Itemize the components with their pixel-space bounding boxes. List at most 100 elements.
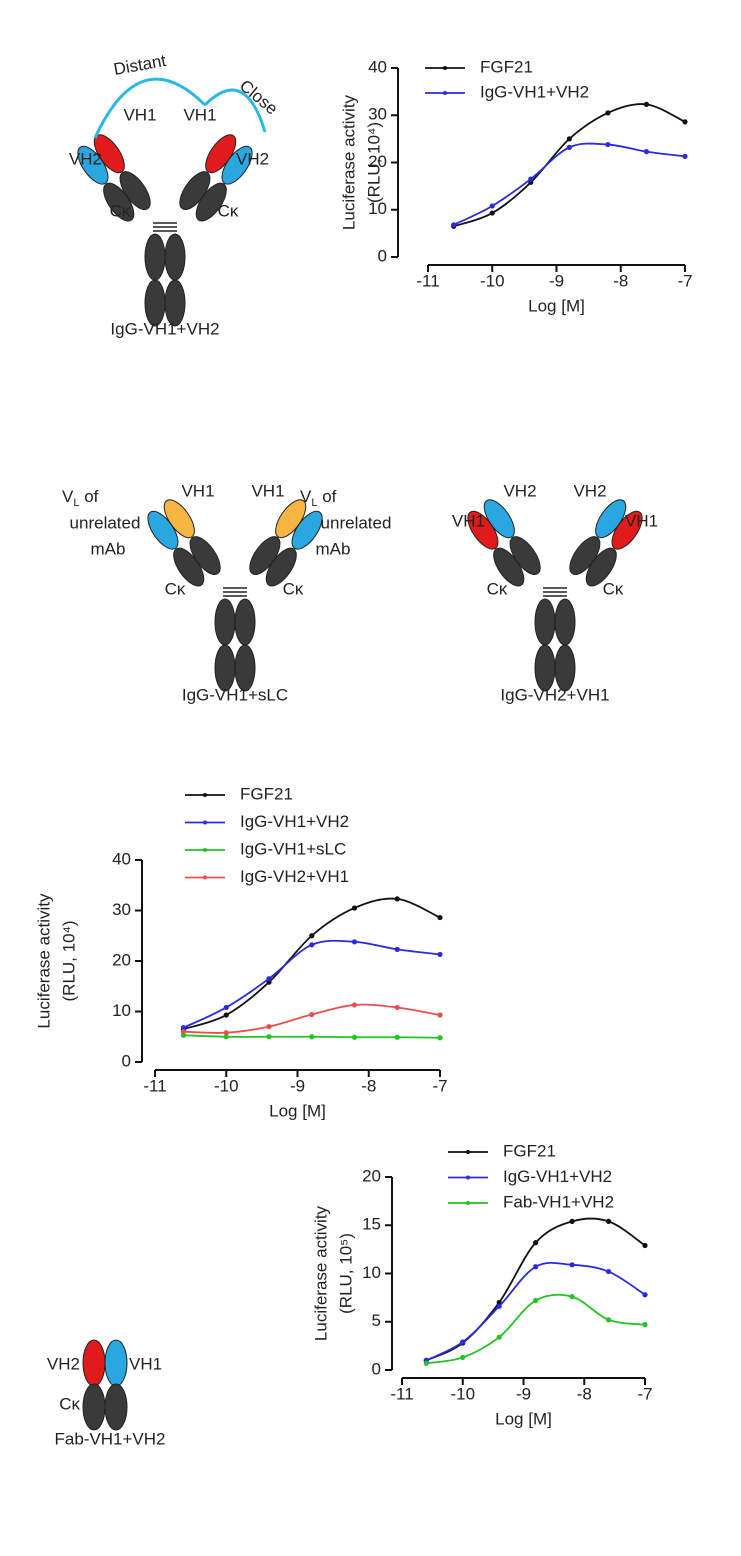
y-axis-title: Luciferase activity	[311, 1205, 330, 1341]
label: VH1	[452, 511, 485, 530]
label: VH1	[251, 481, 284, 500]
domain	[534, 644, 556, 692]
domain	[164, 279, 186, 327]
data-point	[643, 149, 650, 155]
y-tick-label: 30	[368, 105, 387, 124]
label: VH2	[236, 149, 269, 168]
label: unrelated	[321, 513, 392, 532]
bracket	[93, 77, 207, 139]
diagram-title: IgG-VH1+sLC	[182, 685, 288, 704]
data-point	[394, 1004, 400, 1011]
data-point	[605, 141, 611, 148]
domain	[147, 510, 179, 550]
data-point	[682, 153, 688, 159]
domain	[234, 644, 256, 692]
legend-label: IgG-VH1+VH2	[240, 812, 349, 831]
data-point	[437, 1035, 443, 1041]
diagram-shapes	[77, 134, 643, 1431]
data-point	[566, 144, 572, 150]
y-tick-label: 20	[112, 950, 131, 969]
legend-label: IgG-VH1+sLC	[240, 839, 346, 858]
domain	[585, 547, 617, 587]
data-point	[605, 1268, 612, 1275]
legend-label: FGF21	[480, 57, 533, 76]
antibody	[467, 499, 643, 692]
x-axis-title: Log [M]	[269, 1101, 326, 1120]
label: VL of	[62, 487, 99, 508]
data-point	[489, 210, 495, 216]
x-tick-label: -9	[549, 271, 564, 290]
series-line	[426, 1293, 646, 1365]
data-point	[266, 976, 272, 982]
legend-swatch	[203, 848, 207, 852]
y-tick-label: 20	[368, 152, 387, 171]
domain	[467, 510, 499, 550]
label: Cκ	[603, 579, 624, 598]
legend-label: Fab-VH1+VH2	[503, 1192, 614, 1211]
y-tick-label: 40	[368, 57, 387, 76]
data-point	[566, 136, 572, 142]
label: V	[300, 487, 312, 506]
domain	[189, 536, 221, 576]
data-point	[569, 1294, 575, 1300]
y-tick-label: 0	[372, 1359, 381, 1378]
x-tick-label: -9	[290, 1076, 305, 1095]
domain	[77, 145, 109, 185]
domain	[144, 233, 166, 281]
data-point	[451, 222, 457, 228]
data-point	[309, 1011, 315, 1018]
x-tick-label: -8	[577, 1384, 592, 1403]
domain	[119, 171, 151, 211]
domain	[214, 644, 236, 692]
chart: 0 10 20 30 40 -11 -10 -9 -8 -7 Log [M] Luciferase a…	[34, 784, 447, 1120]
data-point	[460, 1354, 466, 1361]
data-point	[642, 1292, 648, 1298]
x-tick-label: -7	[677, 271, 692, 290]
data-point	[682, 119, 688, 125]
x-axis-title: Log [M]	[528, 296, 585, 315]
label: Cκ	[487, 579, 508, 598]
domain	[291, 510, 323, 550]
arm	[467, 499, 541, 587]
domain	[214, 598, 236, 646]
data-point	[643, 101, 650, 107]
x-tick-label: -11	[416, 271, 439, 290]
data-point	[496, 1303, 502, 1309]
label: VH2	[503, 481, 536, 500]
data-point	[394, 1034, 400, 1040]
y-tick-label: 10	[362, 1263, 381, 1282]
arm	[249, 499, 323, 587]
y-tick-label: 15	[362, 1215, 381, 1234]
data-point	[223, 1030, 229, 1036]
x-tick-label: -10	[480, 271, 505, 290]
legend-label: FGF21	[240, 784, 293, 803]
domain	[265, 547, 297, 587]
label: Cκ	[283, 579, 304, 598]
data-point	[309, 942, 315, 948]
data-point	[423, 1360, 429, 1366]
data-point	[496, 1334, 502, 1340]
legend-swatch	[443, 66, 447, 70]
y-tick-label: 5	[372, 1311, 381, 1330]
label: VH1	[625, 511, 658, 530]
arm	[569, 499, 643, 587]
annotation: Distant	[112, 51, 168, 79]
data-point	[642, 1322, 648, 1328]
y-tick-label: 20	[362, 1166, 381, 1185]
domain	[104, 1383, 128, 1431]
antibody	[77, 134, 253, 327]
label: Cκ	[110, 201, 131, 220]
x-axis-title: Log [M]	[495, 1409, 552, 1428]
y-axis-title: (RLU, 10⁴)	[364, 122, 383, 203]
x-tick-label: -11	[390, 1384, 413, 1403]
label: Cκ	[165, 579, 186, 598]
data-point	[351, 1034, 358, 1040]
data-point	[437, 1012, 443, 1018]
label: mAb	[316, 539, 351, 558]
y-axis-title: Luciferase activity	[34, 893, 53, 1029]
x-tick-label: -10	[214, 1076, 239, 1095]
data-point	[180, 1025, 187, 1031]
label: Cκ	[218, 201, 239, 220]
domain	[104, 1339, 128, 1387]
